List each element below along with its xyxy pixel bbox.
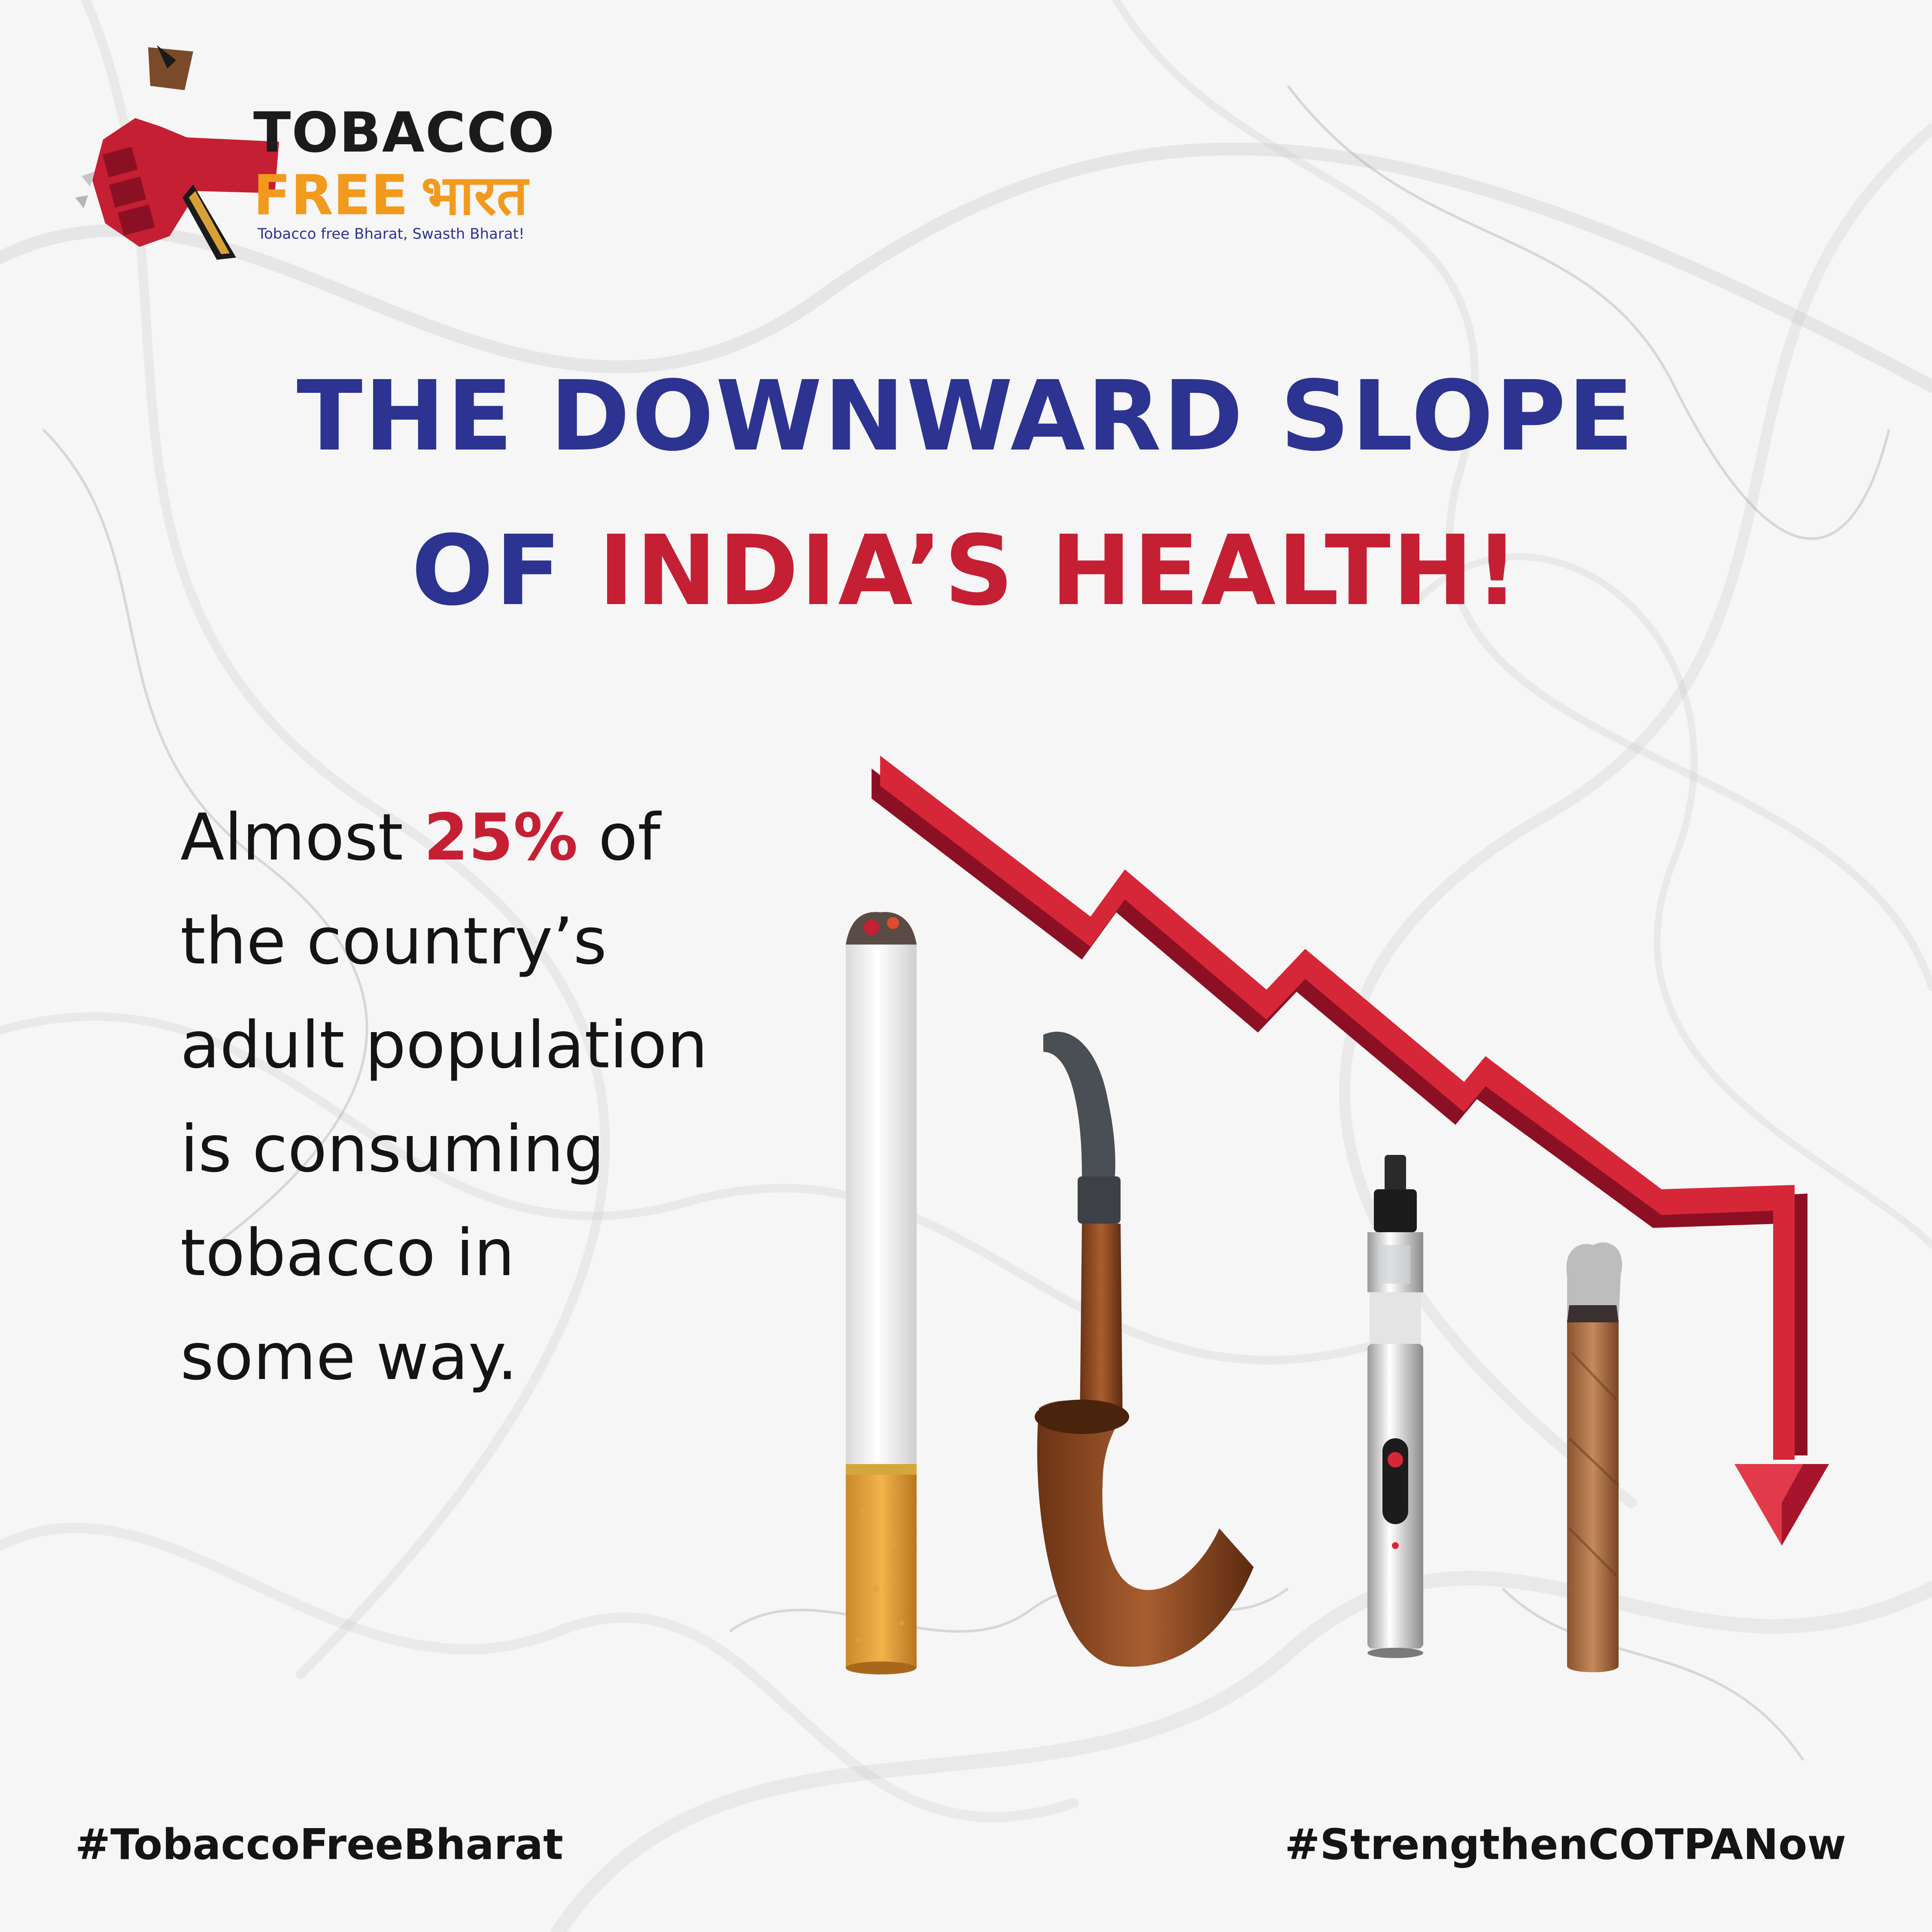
logo-tagline: Tobacco free Bharat, Swasth Bharat! bbox=[258, 225, 525, 243]
statement-percentage: 25% bbox=[423, 800, 578, 875]
cigarette-icon bbox=[846, 912, 917, 1674]
statement-line-5: tobacco in bbox=[180, 1216, 515, 1291]
statement-line-1: Almost 25% of bbox=[180, 786, 824, 890]
statement-line-2: the country’s bbox=[180, 904, 607, 979]
brand-logo: TOBACCO FREE भारत Tobacco free Bharat, Sw… bbox=[64, 43, 558, 266]
headline-india-health: INDIA’S HEALTH! bbox=[598, 515, 1521, 627]
logo-word-free: FREE bbox=[253, 164, 408, 228]
logo-line-free-bharat: FREE भारत bbox=[253, 155, 528, 231]
headline-line-1: THE DOWNWARD SLOPE bbox=[296, 360, 1636, 473]
headline-word-of: OF bbox=[411, 515, 563, 627]
cigar-icon bbox=[1566, 1242, 1622, 1672]
statement-post: of bbox=[598, 800, 661, 875]
headline-line-2: OF INDIA’S HEALTH! bbox=[0, 494, 1932, 648]
logo-word-bharat: भारत bbox=[421, 164, 528, 228]
hashtag-tobacco-free-bharat[interactable]: #TobaccoFreeBharat bbox=[75, 1820, 563, 1869]
headline: THE DOWNWARD SLOPE OF INDIA’S HEALTH! bbox=[0, 339, 1932, 648]
statement-line-6: some way. bbox=[180, 1320, 518, 1394]
statement-text: Almost 25% of the country’s adult popula… bbox=[180, 786, 824, 1409]
vape-pen-icon bbox=[1367, 1155, 1423, 1658]
pipe-icon bbox=[1035, 1032, 1254, 1667]
downward-trend-arrow-icon bbox=[872, 756, 1829, 1546]
statement-line-4: is consuming bbox=[180, 1112, 605, 1187]
statement-pre: Almost bbox=[180, 800, 404, 875]
hashtag-strengthen-cotpa[interactable]: #StrengthenCOTPANow bbox=[1285, 1820, 1846, 1869]
statement-line-3: adult population bbox=[180, 1008, 708, 1083]
fist-logo-icon bbox=[75, 45, 279, 260]
logo-line-tobacco: TOBACCO bbox=[253, 101, 556, 165]
